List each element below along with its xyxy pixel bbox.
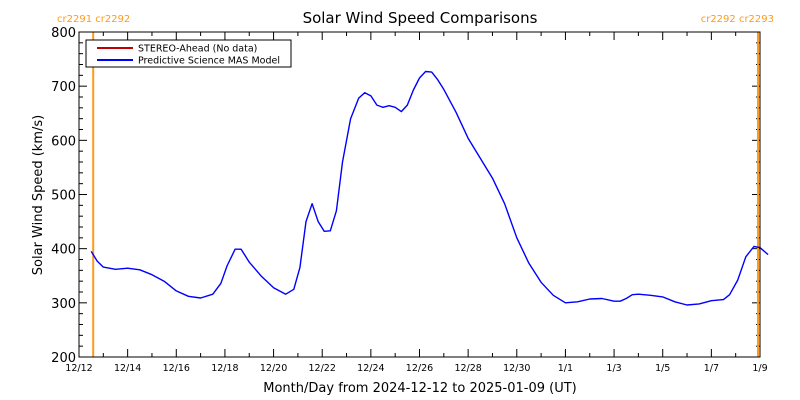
y-tick-label: 800 (51, 26, 76, 41)
carrington-marker-label: cr2292 cr2293 (701, 14, 774, 25)
legend: STEREO-Ahead (No data) Predictive Scienc… (85, 39, 292, 68)
x-axis-label: Month/Day from 2024-12-12 to 2025-01-09 … (263, 381, 576, 396)
x-tick-label: 12/20 (260, 363, 287, 374)
y-axis-ticks: 200 300 400 500 600 700 800 (51, 26, 760, 366)
series-line-model (90, 70, 769, 306)
x-tick-label: 1/3 (606, 363, 621, 374)
x-axis-ticks: 12/12 12/14 12/16 12/18 12/20 12/22 12/24 12/26… (65, 32, 768, 374)
x-tick-label: 12/30 (503, 363, 530, 374)
legend-label-model: Predictive Science MAS Model (138, 56, 280, 67)
x-tick-label: 12/12 (65, 363, 92, 374)
chart-title: Solar Wind Speed Comparisons (303, 9, 538, 27)
y-tick-label: 400 (51, 243, 76, 258)
carrington-marker-label: cr2291 cr2292 (57, 14, 130, 25)
x-tick-label: 12/28 (454, 363, 481, 374)
legend-label-stereo: STEREO-Ahead (No data) (138, 44, 257, 55)
legend-box (85, 39, 292, 68)
y-tick-label: 300 (51, 297, 76, 312)
x-tick-label: 12/16 (163, 363, 190, 374)
x-tick-label: 12/18 (211, 363, 238, 374)
x-tick-label: 1/5 (655, 363, 670, 374)
x-tick-label: 12/24 (357, 363, 384, 374)
x-tick-label: 1/1 (558, 363, 573, 374)
y-tick-label: 200 (51, 351, 76, 366)
x-tick-label: 1/9 (752, 363, 767, 374)
y-tick-label: 700 (51, 80, 76, 95)
carrington-markers: cr2291 cr2292 cr2292 cr2293 (57, 14, 774, 357)
y-tick-label: 500 (51, 189, 76, 204)
x-tick-label: 12/14 (114, 363, 141, 374)
y-axis-label: Solar Wind Speed (km/s) (31, 115, 46, 275)
y-tick-label: 600 (51, 134, 76, 149)
plot-frame (78, 31, 761, 358)
x-tick-label: 1/7 (704, 363, 719, 374)
x-tick-label: 12/22 (309, 363, 336, 374)
data-series (90, 70, 769, 306)
x-tick-label: 12/26 (406, 363, 433, 374)
